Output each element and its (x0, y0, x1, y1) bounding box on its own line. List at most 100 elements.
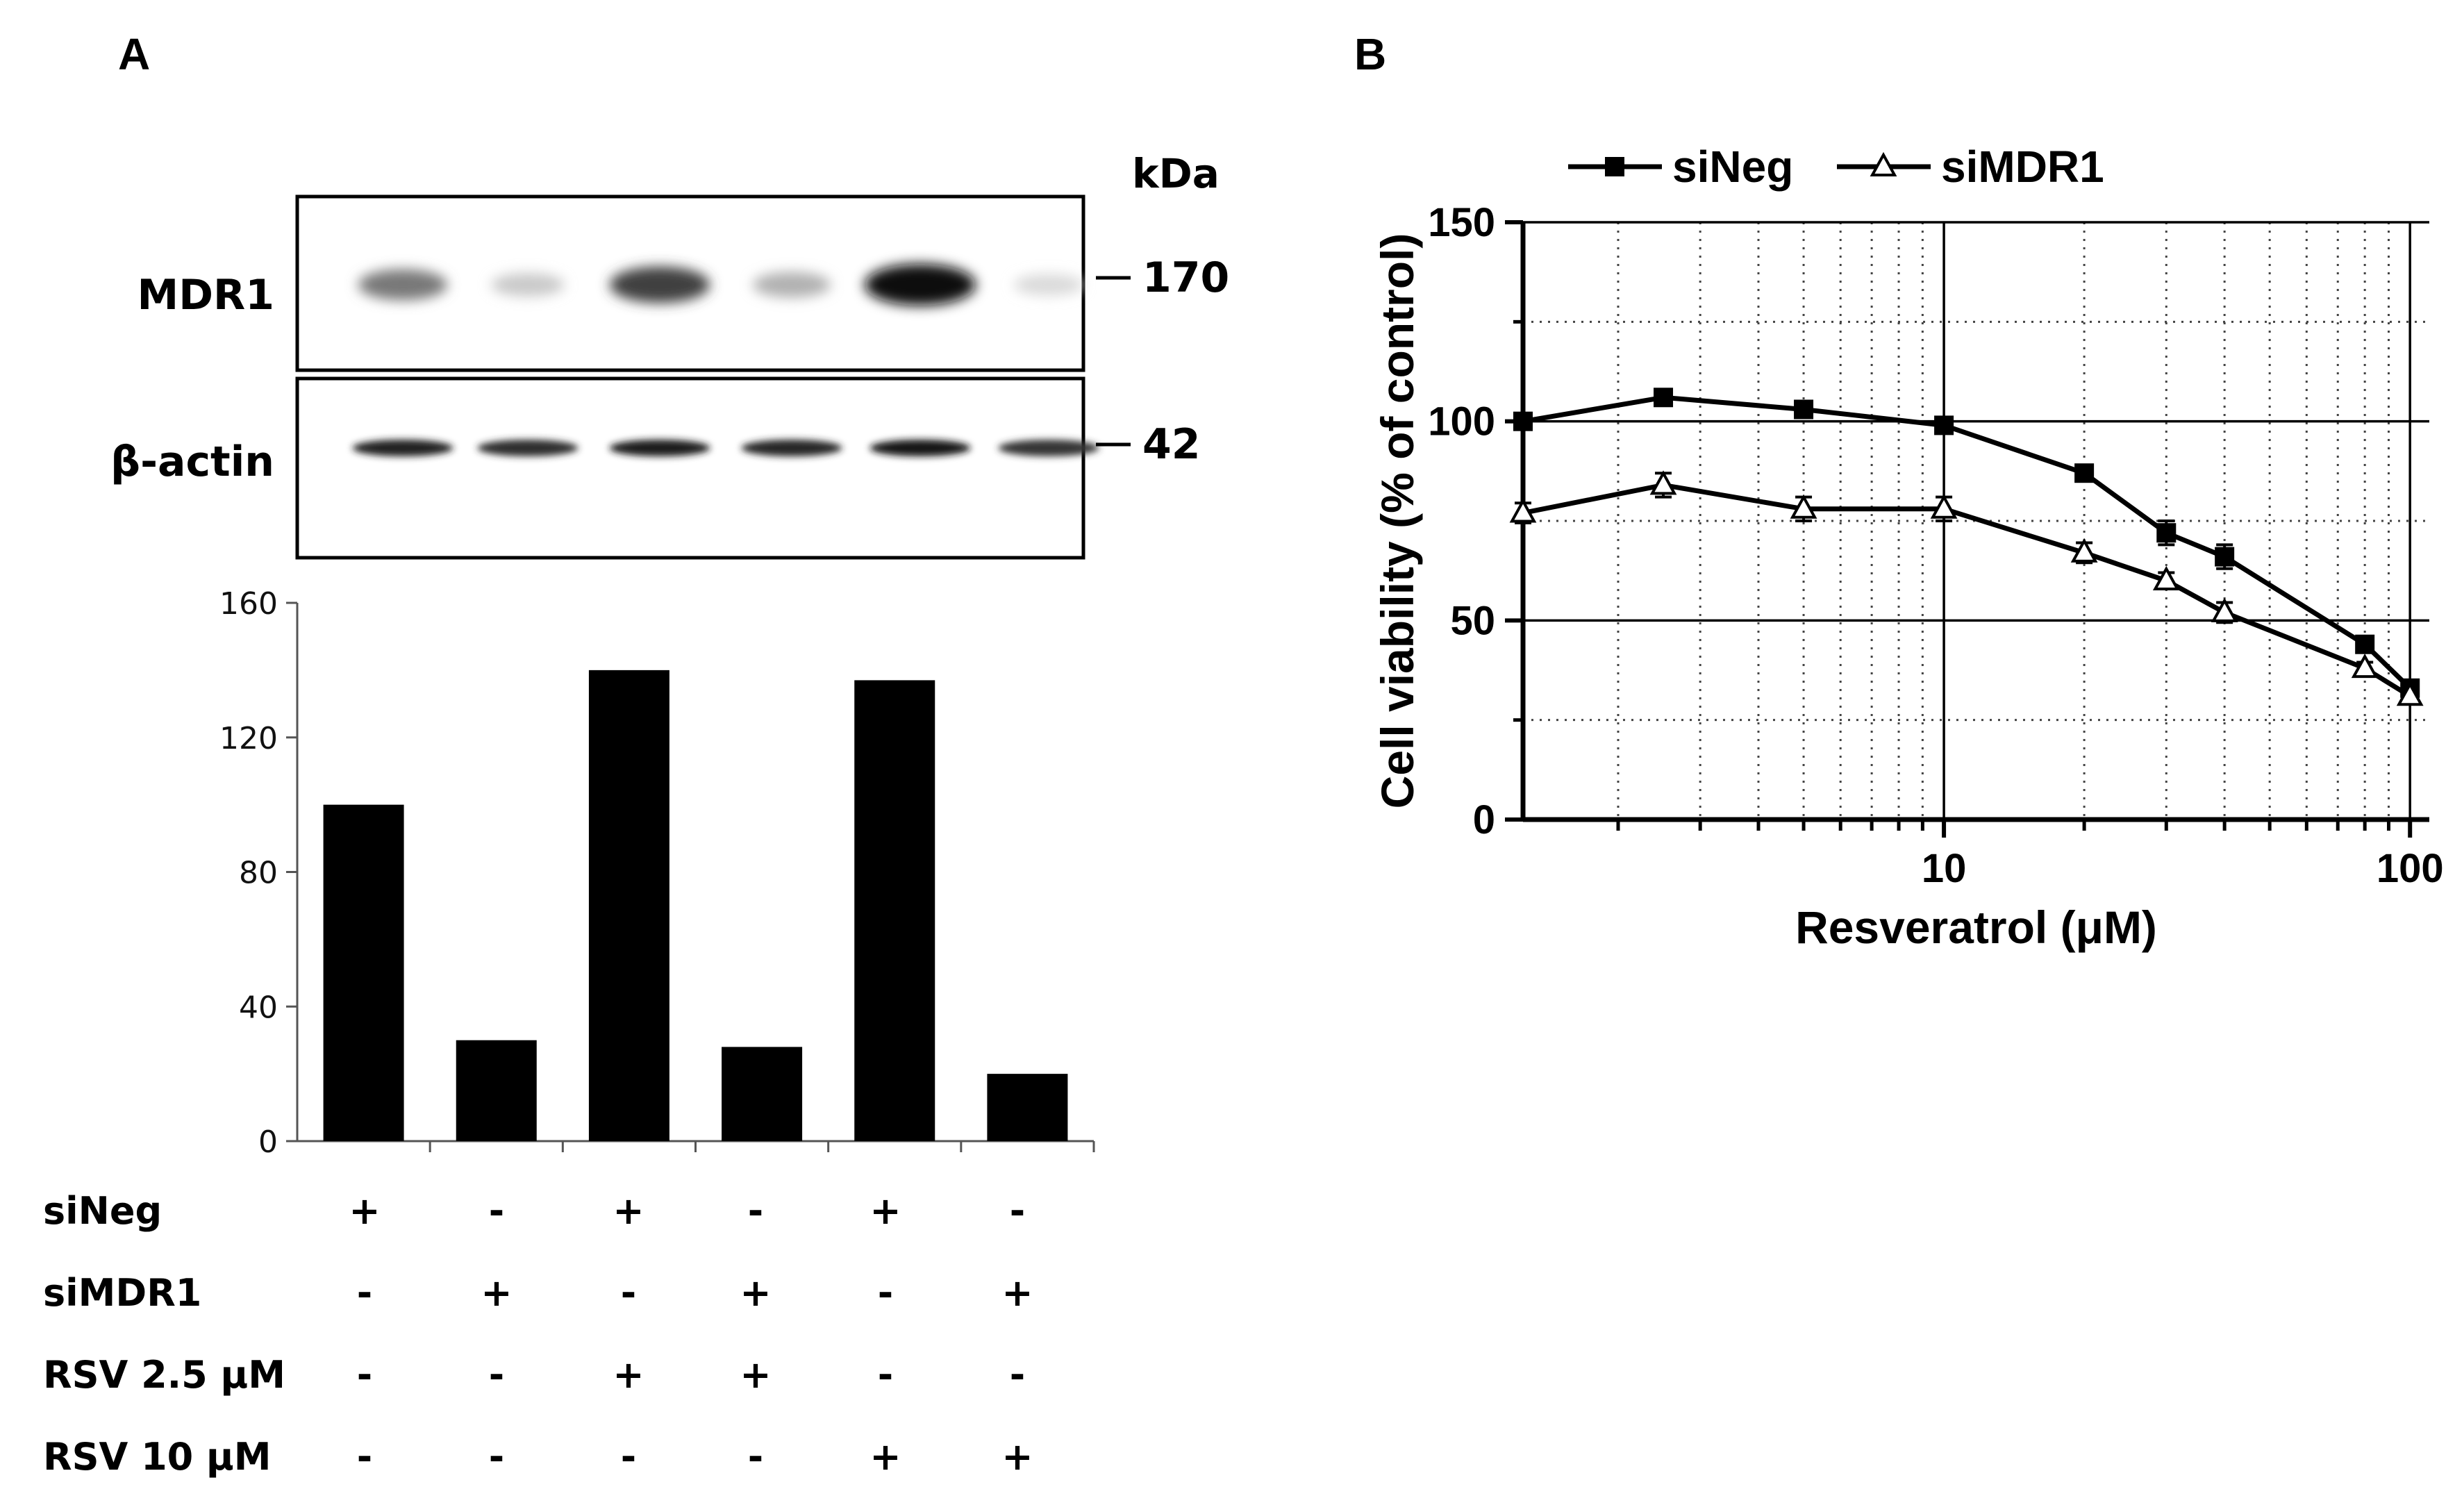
treatment-sign: + (869, 1189, 901, 1233)
data-point (2074, 463, 2095, 483)
treatment-table: siNeg + - + - + - siMDR1 - + - + - + RSV 2.5 μM - - + + - - R… (43, 1189, 1033, 1479)
blot-label-mdr1: MDR1 (138, 271, 274, 319)
treatment-label: RSV 2.5 μM (43, 1353, 285, 1397)
blot-actin-bands (352, 440, 1099, 456)
data-point (1870, 151, 1897, 176)
data-point (2396, 681, 2424, 706)
data-point (1934, 415, 1954, 435)
treatment-sign: + (613, 1353, 644, 1397)
data-point (1790, 494, 1817, 519)
treatment-sign: - (357, 1353, 372, 1397)
y-axis-label: Cell viability (% of control) (1372, 233, 1423, 809)
treatment-sign: + (869, 1435, 901, 1479)
bar-chart: 0 40 80 120 160 (219, 586, 1095, 1160)
line-y-tick-label: 100 (1428, 399, 1495, 445)
legend-label: siNeg (1672, 142, 1793, 192)
treatment-label: siNeg (43, 1189, 162, 1233)
data-point (2156, 523, 2177, 543)
treatment-sign: + (740, 1353, 771, 1397)
bar (987, 1074, 1068, 1141)
blot-band (352, 440, 453, 456)
treatment-sign: + (1001, 1435, 1033, 1479)
data-point (1930, 494, 1958, 519)
bar-y-tick-label: 0 (258, 1124, 278, 1160)
treatment-label: RSV 10 μM (43, 1435, 271, 1479)
blot-band (609, 266, 710, 304)
legend-label: siMDR1 (1941, 142, 2104, 192)
x-axis-label: Resveratrol (μM) (1795, 902, 2157, 953)
line-x-tick-label: 100 (2377, 846, 2444, 891)
blot-band (358, 269, 448, 301)
bar (854, 680, 935, 1141)
blot-band (869, 440, 971, 456)
panel-a-label: A (118, 29, 150, 79)
blot-actin-frame (295, 376, 1085, 560)
treatment-sign: - (878, 1353, 893, 1397)
treatment-sign: - (621, 1271, 636, 1315)
bar-y-tick-label: 80 (239, 856, 278, 891)
data-point (1513, 411, 1533, 431)
treatment-sign: + (1001, 1271, 1033, 1315)
line-y-tick-label: 50 (1450, 598, 1495, 643)
data-point (1649, 470, 1677, 495)
series-line (1522, 394, 2412, 690)
data-point (1605, 157, 1624, 176)
treatment-sign: - (357, 1435, 372, 1479)
line-x-tick-label: 10 (1922, 846, 1967, 891)
data-point (2355, 634, 2375, 654)
data-point (2351, 653, 2379, 679)
blot-band (741, 440, 842, 456)
treatment-sign: + (740, 1271, 771, 1315)
blot-band (491, 273, 565, 297)
data-point (1794, 399, 1814, 419)
treatment-sign: - (1010, 1189, 1025, 1233)
blot-band (752, 272, 831, 298)
treatment-sign: - (748, 1435, 763, 1479)
blot-mdr1-bands (358, 264, 1084, 306)
marker-42: 42 (1142, 420, 1201, 469)
series-siMDR1 (1509, 470, 2424, 706)
blot-mdr1 (295, 194, 1085, 372)
bar (323, 804, 404, 1141)
data-point (2070, 538, 2098, 563)
marker-170: 170 (1142, 254, 1229, 302)
treatment-sign: - (1010, 1353, 1025, 1397)
blot-band (1013, 274, 1084, 296)
bar (588, 670, 669, 1141)
kda-label: kDa (1132, 150, 1220, 197)
data-point (1654, 388, 1674, 408)
bar (722, 1047, 803, 1141)
treatment-sign: - (357, 1271, 372, 1315)
blot-band (865, 264, 976, 306)
series-siNeg (1513, 388, 2420, 698)
treatment-sign: - (489, 1189, 504, 1233)
treatment-sign: - (489, 1353, 504, 1397)
data-point (2211, 597, 2238, 622)
treatment-sign: + (349, 1189, 380, 1233)
treatment-label: siMDR1 (43, 1271, 201, 1315)
treatment-sign: - (621, 1435, 636, 1479)
line-chart: 0 50 100 150 10 100 Resveratrol (μM) Cell viabi… (1372, 142, 2444, 953)
blot-band (477, 440, 579, 456)
treatment-sign: - (489, 1435, 504, 1479)
treatment-sign: + (481, 1271, 512, 1315)
line-y-tick-label: 0 (1473, 797, 1495, 842)
blot-label-actin: β-actin (110, 438, 274, 486)
data-point (2152, 565, 2180, 590)
blot-actin (295, 376, 1099, 560)
bar-y-tick-label: 40 (239, 990, 278, 1025)
data-point (1509, 498, 1537, 523)
data-point (2215, 547, 2235, 567)
bar-y-tick-label: 120 (219, 721, 278, 756)
panel-b-label: B (1354, 29, 1386, 79)
treatment-sign: - (748, 1189, 763, 1233)
line-y-tick-label: 150 (1428, 200, 1495, 245)
blot-band (609, 440, 710, 456)
blot-band (998, 440, 1099, 456)
bar (456, 1040, 537, 1141)
bar-y-tick-label: 160 (219, 586, 278, 622)
legend: siNeg siMDR1 (1568, 142, 2104, 192)
treatment-sign: - (878, 1271, 893, 1315)
treatment-sign: + (613, 1189, 644, 1233)
